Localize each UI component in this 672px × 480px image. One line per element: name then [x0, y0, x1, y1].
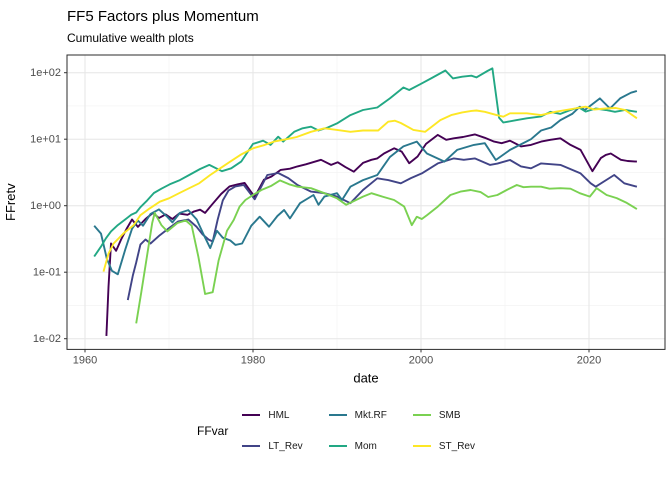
legend-label: ST_Rev — [438, 440, 475, 452]
chart-canvas: 1960 1980 2000 2020 1e-02 1e-01 1e+00 1e+01 1e+0… — [3, 54, 666, 385]
legend-label: HML — [268, 409, 290, 421]
legend-item-Mkt.RF: Mkt.RF — [328, 406, 387, 424]
legend-line-swatch-SMB — [412, 413, 431, 417]
legend-item-Mom: Mom — [328, 437, 387, 455]
y-tick-label: 1e-01 — [33, 267, 61, 279]
panel-background — [67, 55, 665, 350]
y-tick-label: 1e-02 — [33, 333, 61, 345]
plot-title: FF5 Factors plus Momentum — [67, 8, 259, 25]
x-tick-label: 2020 — [577, 354, 601, 366]
legend-item-LT_Rev: LT_Rev — [242, 437, 303, 455]
series-line-ST_Rev — [102, 105, 638, 272]
series-line-Mkt.RF — [93, 90, 638, 276]
legend-line-swatch-ST_Rev — [412, 444, 431, 448]
legend-item-SMB: SMB — [412, 406, 475, 424]
legend-label: LT_Rev — [268, 440, 303, 452]
legend-title: FFvar — [197, 423, 229, 438]
legend-line-swatch-Mom — [328, 444, 347, 448]
legend-line-swatch-LT_Rev — [242, 444, 261, 448]
plot-subtitle: Cumulative wealth plots — [67, 31, 194, 45]
legend-label: SMB — [438, 409, 461, 421]
series-line-SMB — [135, 179, 638, 324]
x-tick-label: 2000 — [409, 354, 433, 366]
y-tick-label: 1e+02 — [30, 67, 61, 79]
legend-label: Mom — [354, 440, 377, 452]
y-axis-title: FFretv — [3, 183, 18, 221]
x-tick-label: 1960 — [73, 354, 97, 366]
legend-label: Mkt.RF — [354, 409, 387, 421]
series-line-Mom — [93, 67, 638, 258]
legend-line-swatch-HML — [242, 413, 261, 417]
x-tick-label: 1980 — [241, 354, 265, 366]
y-tick-label: 1e+00 — [30, 200, 61, 212]
panel-border — [66, 54, 666, 350]
x-axis-title: date — [353, 370, 378, 385]
legend-item-HML: HML — [242, 406, 302, 424]
legend: FFvar HML LT_Rev Mkt.RF Mom SMB ST_Rev — [0, 406, 672, 455]
y-tick-label: 1e+01 — [30, 134, 61, 146]
legend-items: HML LT_Rev Mkt.RF Mom SMB ST_Rev — [242, 406, 475, 455]
legend-line-swatch-Mkt.RF — [328, 413, 347, 417]
legend-item-ST_Rev: ST_Rev — [412, 437, 475, 455]
